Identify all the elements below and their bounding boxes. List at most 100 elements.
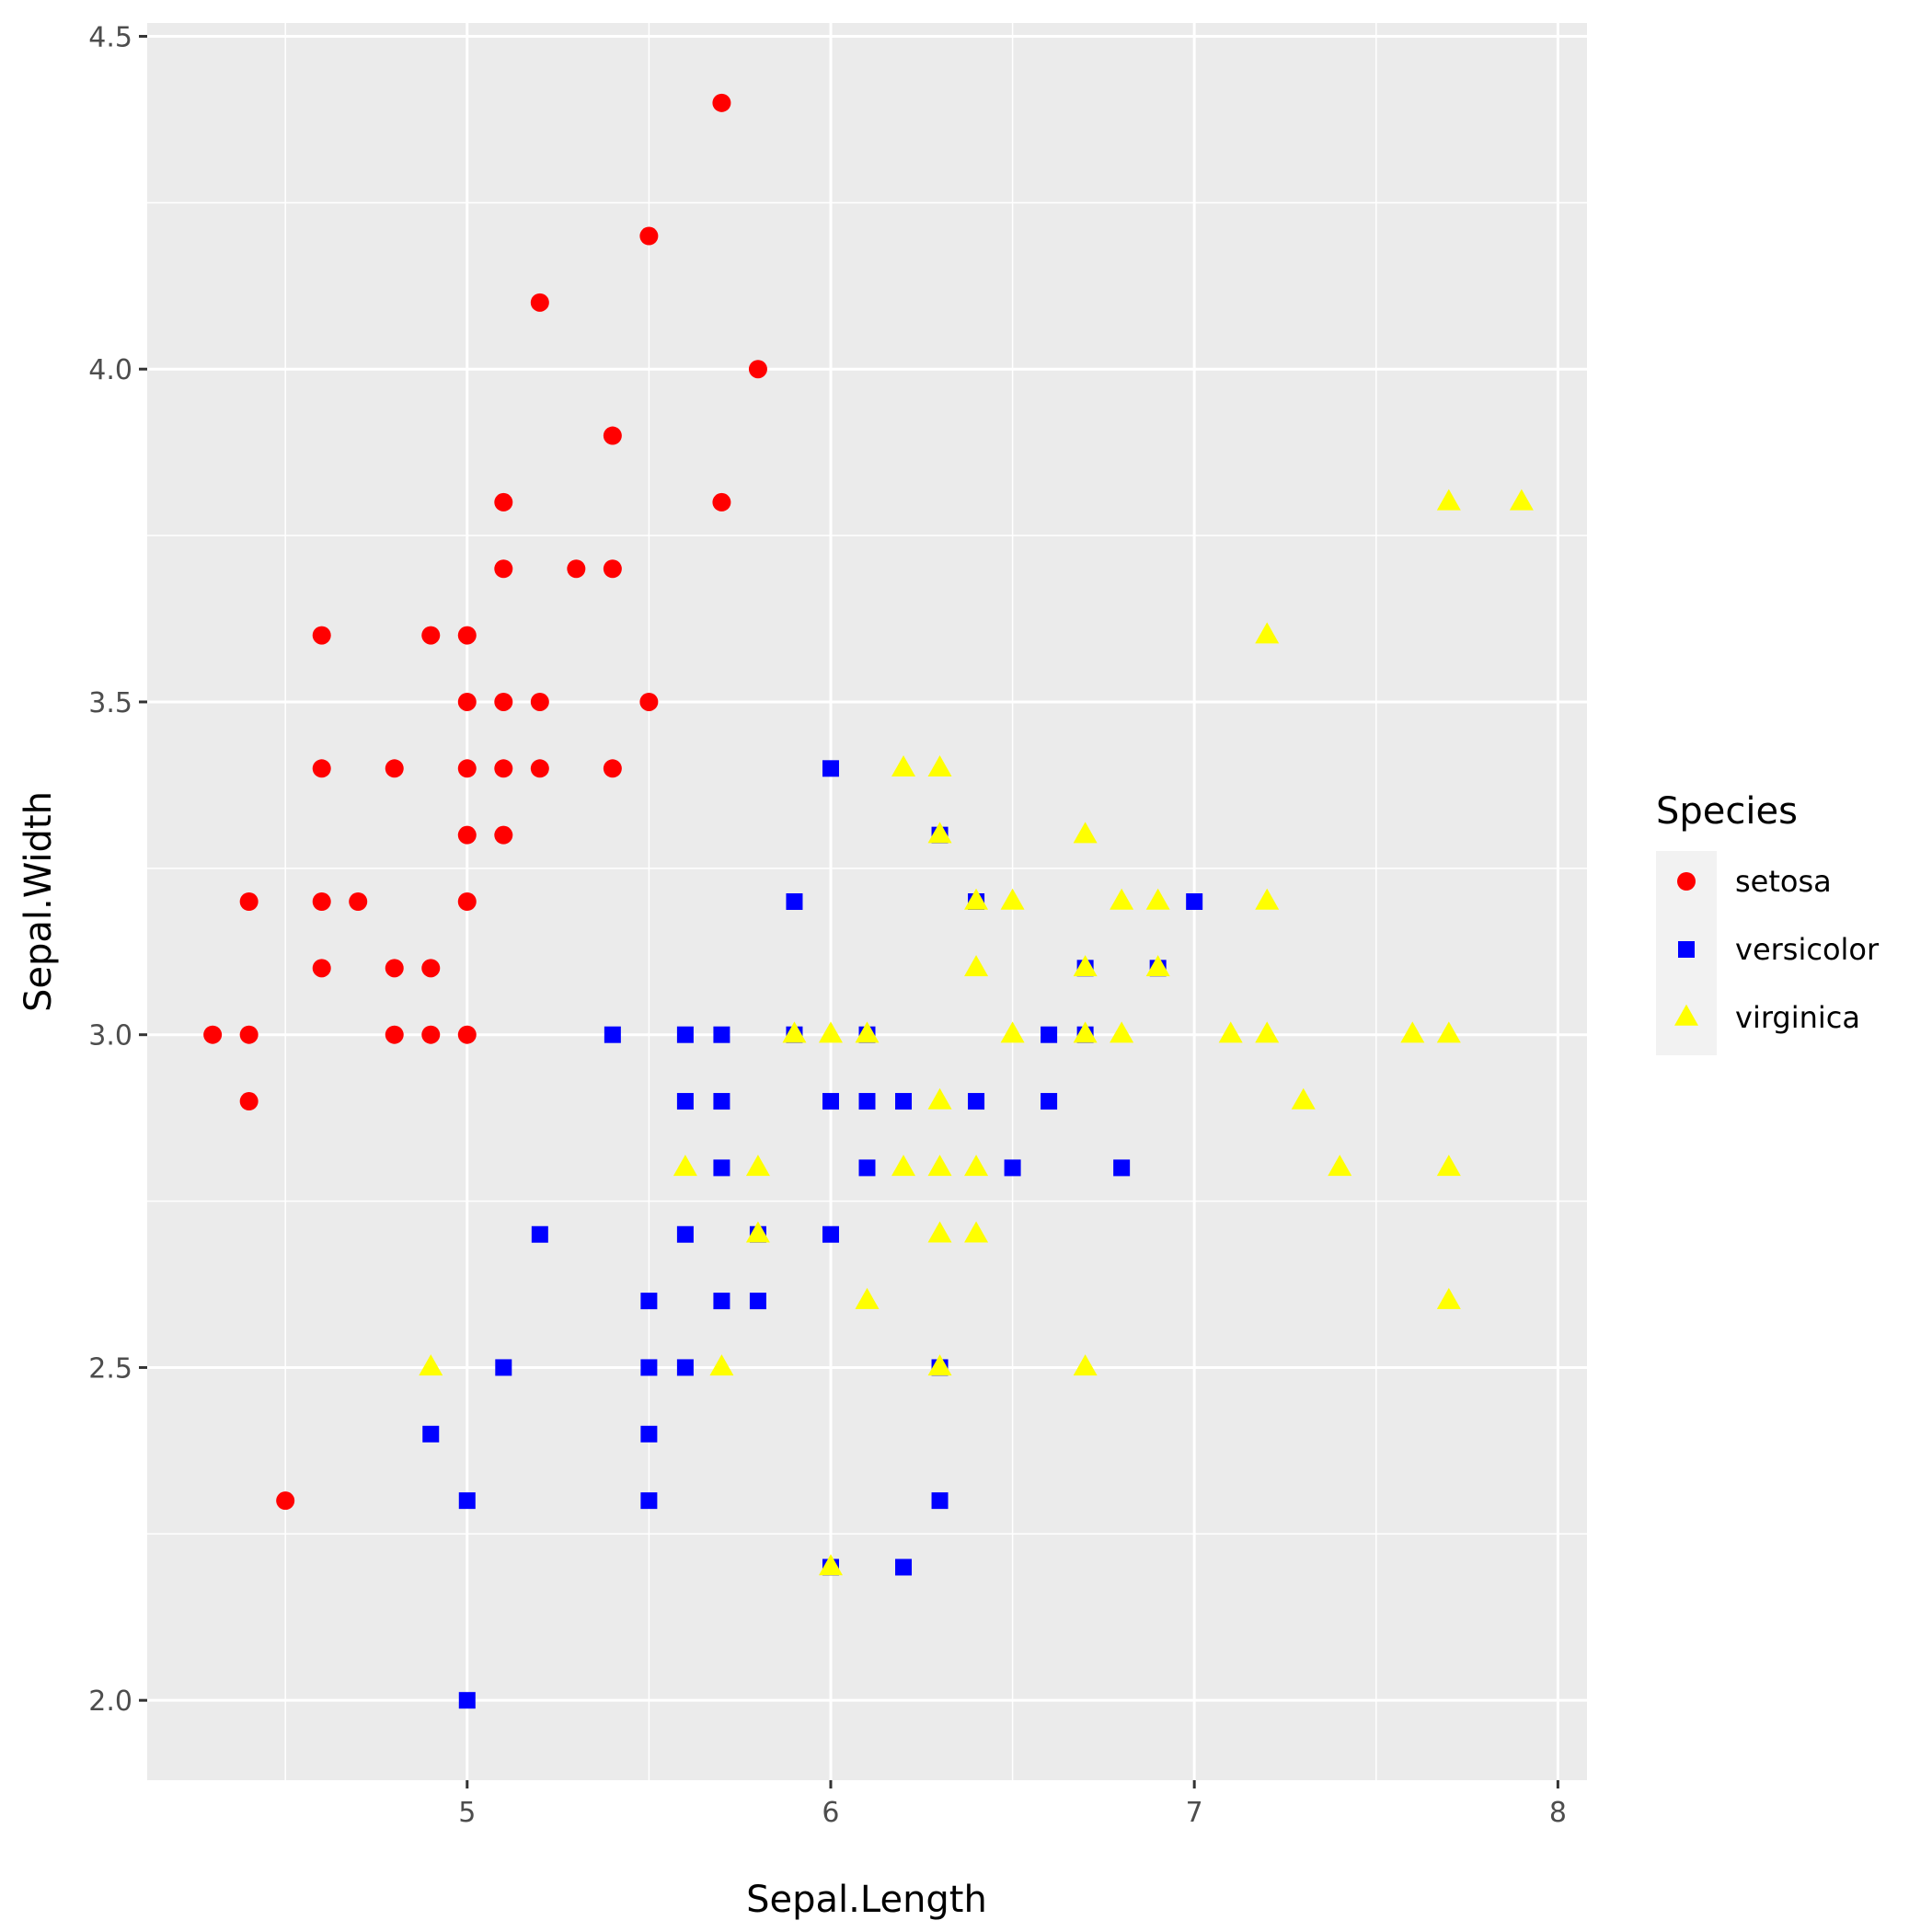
setosa-point — [312, 759, 331, 778]
versicolor-point — [713, 1159, 730, 1177]
versicolor-point — [640, 1359, 658, 1376]
virginica-point — [927, 755, 952, 777]
y-axis-title: Sepal.Width — [17, 791, 60, 1012]
virginica-point — [818, 1554, 843, 1576]
versicolor-point — [968, 1093, 985, 1110]
setosa-point — [239, 892, 259, 911]
versicolor-point — [495, 1359, 512, 1376]
setosa-point — [312, 892, 331, 911]
setosa-point — [603, 559, 622, 579]
setosa-point — [421, 626, 441, 645]
virginica-point — [1291, 1087, 1316, 1110]
versicolor-point — [640, 1293, 658, 1310]
setosa-point — [385, 1025, 404, 1044]
legend: Species setosa versicolor virginica — [1656, 790, 1880, 1055]
virginica-point — [1436, 1021, 1461, 1043]
setosa-point — [457, 692, 477, 711]
setosa-point — [567, 559, 586, 579]
virginica-point — [964, 888, 989, 910]
virginica-point — [1073, 1021, 1098, 1043]
setosa-point — [530, 759, 549, 778]
y-tick-label: 4.5 — [88, 21, 132, 53]
virginica-point — [1145, 955, 1170, 977]
virginica-point — [419, 1354, 443, 1376]
setosa-point — [494, 492, 513, 512]
setosa-point — [712, 93, 731, 112]
legend-label-versicolor: versicolor — [1735, 932, 1880, 967]
versicolor-point — [895, 1558, 913, 1576]
legend-key-setosa — [1677, 872, 1696, 891]
virginica-point — [1436, 1155, 1461, 1177]
virginica-point — [745, 1155, 770, 1177]
versicolor-point — [713, 1293, 730, 1310]
virginica-point — [1110, 888, 1134, 910]
y-tick-label: 2.0 — [88, 1685, 132, 1718]
setosa-point — [603, 426, 622, 445]
setosa-point — [712, 492, 731, 512]
setosa-point — [276, 1491, 295, 1511]
versicolor-point — [1041, 1026, 1058, 1043]
virginica-point — [1509, 489, 1534, 511]
setosa-point — [349, 892, 368, 911]
setosa-point — [494, 692, 513, 711]
setosa-point — [239, 1025, 259, 1044]
versicolor-point — [713, 1093, 730, 1110]
setosa-point — [312, 959, 331, 978]
setosa-point — [748, 360, 767, 379]
legend-key-virginica — [1674, 1004, 1698, 1026]
versicolor-point — [640, 1492, 658, 1510]
setosa-point — [239, 1092, 259, 1111]
versicolor-point — [931, 1492, 949, 1510]
setosa-point — [385, 959, 404, 978]
versicolor-point — [822, 1225, 839, 1243]
virginica-point — [1218, 1021, 1243, 1043]
versicolor-point — [858, 1093, 876, 1110]
virginica-point — [927, 1221, 952, 1243]
x-tick-label: 7 — [1186, 1797, 1203, 1829]
legend-keys — [1674, 872, 1698, 1026]
virginica-point — [1000, 1021, 1025, 1043]
versicolor-point — [676, 1026, 694, 1043]
virginica-point — [782, 1021, 807, 1043]
versicolor-point — [458, 1692, 476, 1709]
virginica-point — [1400, 1021, 1425, 1043]
virginica-point — [1073, 955, 1098, 977]
virginica-point — [1436, 1287, 1461, 1309]
versicolor-point — [1113, 1159, 1131, 1177]
versicolor-point — [895, 1093, 913, 1110]
setosa-point — [457, 1025, 477, 1044]
setosa-point — [312, 626, 331, 645]
versicolor-point — [1186, 893, 1203, 910]
versicolor-point — [676, 1359, 694, 1376]
virginica-point — [927, 1087, 952, 1110]
virginica-point — [927, 1155, 952, 1177]
versicolor-point — [713, 1026, 730, 1043]
panel-background — [147, 23, 1587, 1780]
setosa-point — [385, 759, 404, 778]
virginica-point — [891, 1155, 916, 1177]
virginica-point — [964, 1155, 989, 1177]
legend-title: Species — [1656, 790, 1798, 833]
setosa-point — [494, 759, 513, 778]
setosa-point — [421, 1025, 441, 1044]
virginica-point — [1328, 1155, 1352, 1177]
virginica-point — [855, 1021, 880, 1043]
y-tick-label: 4.0 — [88, 354, 132, 386]
x-axis-title: Sepal.Length — [746, 1879, 987, 1921]
legend-label-virginica: virginica — [1735, 1000, 1860, 1035]
setosa-point — [639, 692, 659, 711]
setosa-point — [494, 825, 513, 845]
setosa-point — [530, 692, 549, 711]
versicolor-point — [422, 1425, 440, 1443]
virginica-point — [964, 955, 989, 977]
setosa-point — [421, 959, 441, 978]
versicolor-point — [531, 1225, 548, 1243]
virginica-point — [964, 1221, 989, 1243]
virginica-point — [927, 822, 952, 844]
data-points — [203, 93, 1534, 1709]
virginica-point — [1000, 888, 1025, 910]
y-tick-label: 3.0 — [88, 1020, 132, 1052]
setosa-point — [494, 559, 513, 579]
setosa-point — [530, 293, 549, 312]
